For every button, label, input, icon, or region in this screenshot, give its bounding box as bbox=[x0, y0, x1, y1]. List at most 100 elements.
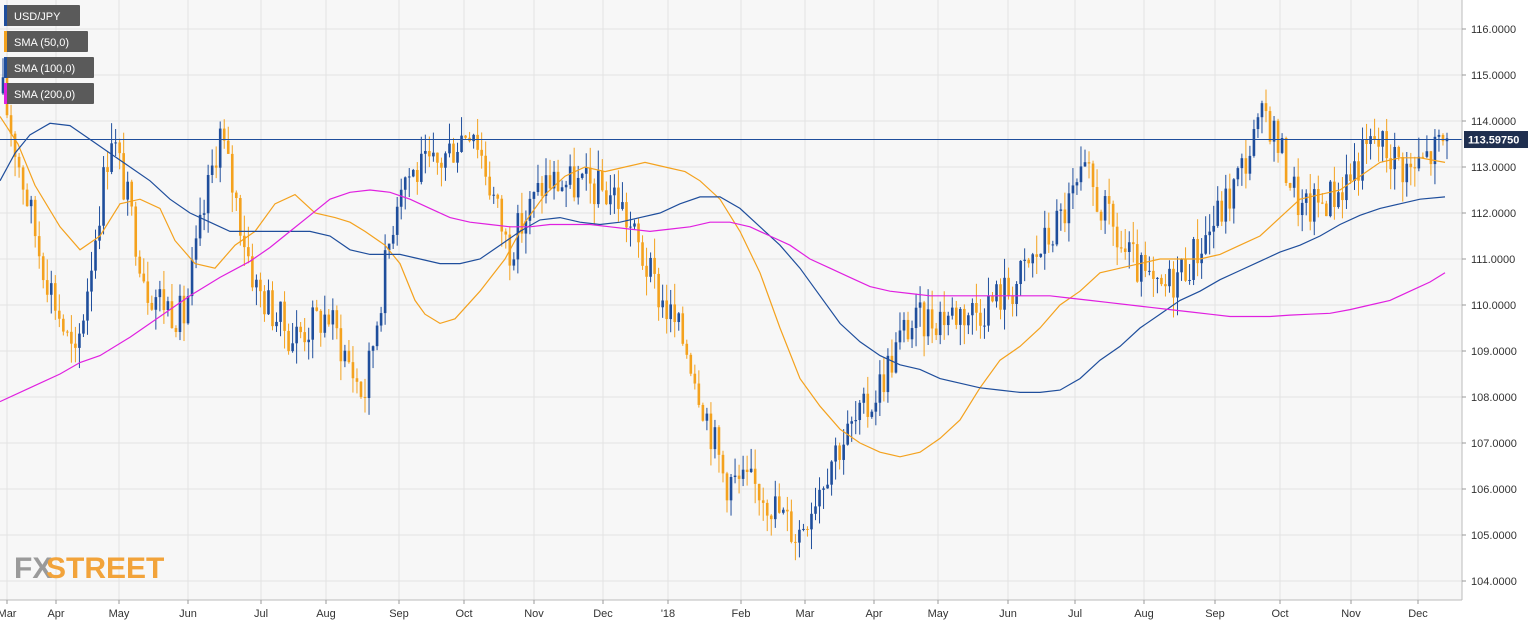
candle-body bbox=[1111, 203, 1115, 227]
candle bbox=[371, 345, 375, 369]
candle-body bbox=[954, 307, 958, 325]
candle bbox=[866, 376, 870, 428]
candle-body bbox=[601, 170, 604, 191]
candle-body bbox=[210, 165, 214, 175]
candle bbox=[319, 309, 323, 347]
candle-body bbox=[415, 169, 419, 182]
candle-body bbox=[677, 313, 681, 323]
candle-body bbox=[259, 279, 262, 292]
axes bbox=[0, 0, 1463, 601]
candle-body bbox=[1184, 258, 1187, 281]
candle-body bbox=[239, 198, 242, 236]
candle-body bbox=[1345, 174, 1348, 201]
candle bbox=[452, 137, 455, 163]
candle-body bbox=[436, 152, 439, 163]
candle-body bbox=[963, 308, 966, 326]
candle bbox=[617, 170, 620, 222]
candle bbox=[1389, 144, 1392, 190]
candle-body bbox=[375, 325, 379, 347]
candle-body bbox=[1397, 146, 1401, 158]
candle-body bbox=[810, 513, 813, 530]
candle bbox=[717, 425, 721, 473]
candle bbox=[757, 483, 761, 516]
candle bbox=[798, 520, 801, 558]
candle bbox=[1272, 116, 1276, 162]
candle bbox=[572, 147, 576, 202]
candle-body bbox=[472, 134, 475, 142]
legend: USD/JPY SMA (50,0) SMA (100,0) SMA (200,0) bbox=[4, 5, 94, 104]
candle bbox=[1212, 205, 1216, 249]
candle-body bbox=[1288, 182, 1292, 188]
candle bbox=[33, 195, 37, 248]
candle-body bbox=[741, 469, 745, 479]
candle-body bbox=[118, 142, 121, 154]
candle-body bbox=[1321, 202, 1324, 204]
candle bbox=[1176, 256, 1179, 316]
candle bbox=[737, 464, 741, 494]
candle-body bbox=[1268, 111, 1272, 142]
candle-body bbox=[1308, 193, 1312, 222]
candle-body bbox=[564, 184, 568, 188]
y-tick-label: 111.0000 bbox=[1471, 254, 1515, 266]
candle bbox=[70, 315, 73, 363]
x-tick-label: Mar bbox=[796, 608, 815, 620]
candle-body bbox=[190, 259, 194, 297]
candle bbox=[138, 250, 142, 278]
candle-body bbox=[1272, 120, 1276, 142]
candle bbox=[146, 261, 150, 315]
candle bbox=[399, 178, 403, 220]
legend-label: SMA (100,0) bbox=[14, 63, 75, 75]
candle-body bbox=[842, 444, 845, 460]
candle bbox=[1280, 133, 1284, 155]
candle-body bbox=[757, 483, 761, 501]
candle bbox=[1429, 150, 1433, 176]
candle-body bbox=[178, 295, 182, 333]
candle-body bbox=[323, 314, 327, 333]
candle-body bbox=[697, 383, 701, 405]
candle-body bbox=[343, 350, 347, 362]
candle bbox=[1240, 153, 1244, 186]
candle bbox=[914, 293, 918, 347]
candle bbox=[415, 162, 419, 195]
candle bbox=[954, 300, 958, 330]
candle bbox=[1087, 151, 1091, 179]
x-tick-label: Feb bbox=[732, 608, 751, 620]
candle-body bbox=[1220, 200, 1224, 222]
candle-body bbox=[588, 167, 592, 184]
candle-body bbox=[1425, 151, 1429, 157]
candle bbox=[1260, 100, 1264, 134]
candle bbox=[826, 468, 829, 489]
candle-body bbox=[1156, 277, 1159, 279]
candle bbox=[934, 322, 938, 341]
candle bbox=[649, 252, 652, 283]
candle-body bbox=[1264, 103, 1268, 112]
candle-body bbox=[1091, 163, 1095, 188]
candle bbox=[950, 297, 954, 320]
candle bbox=[395, 196, 399, 246]
x-tick-label: '18 bbox=[661, 608, 675, 620]
candle bbox=[657, 267, 660, 321]
candle-body bbox=[275, 321, 278, 327]
x-tick-label: Dec bbox=[593, 608, 613, 620]
candle-body bbox=[1441, 134, 1445, 142]
candle-body bbox=[1059, 209, 1063, 211]
y-tick-label: 108.0000 bbox=[1471, 392, 1517, 404]
candle-body bbox=[1341, 192, 1344, 201]
candle bbox=[745, 455, 749, 486]
candle bbox=[810, 502, 813, 550]
candle bbox=[822, 486, 825, 509]
candle-body bbox=[576, 177, 580, 198]
candle-body bbox=[170, 301, 174, 329]
candle-body bbox=[355, 378, 359, 382]
candle bbox=[1188, 264, 1191, 285]
candle bbox=[918, 286, 922, 327]
candle bbox=[379, 306, 383, 332]
candle bbox=[938, 301, 942, 345]
candle bbox=[1361, 127, 1364, 190]
candle-body bbox=[230, 153, 234, 193]
candle bbox=[142, 258, 146, 284]
candle-body bbox=[709, 413, 713, 450]
candle-body bbox=[1176, 272, 1179, 298]
candle-body bbox=[359, 381, 363, 397]
